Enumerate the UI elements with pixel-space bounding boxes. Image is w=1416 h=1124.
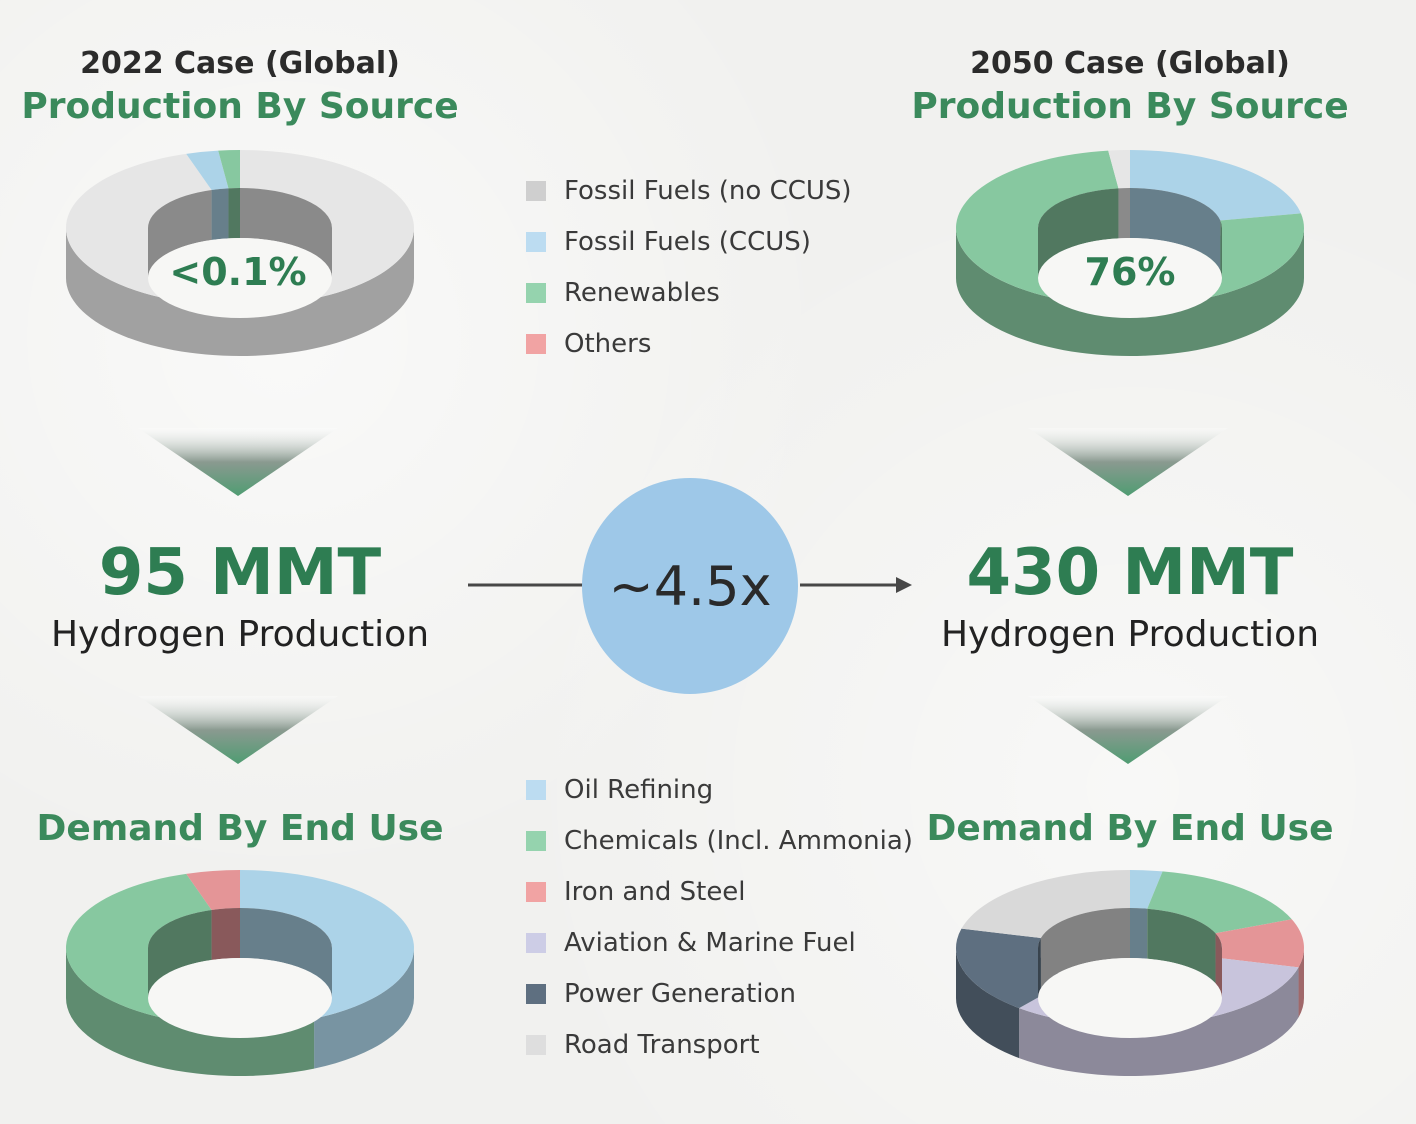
donut-chart-2050-demand <box>956 870 1304 1076</box>
legend-item-road-transport: Road Transport <box>526 1019 913 1070</box>
legend-item-chemicals: Chemicals (Incl. Ammonia) <box>526 815 913 866</box>
donut-inner-wall-iron-and-steel <box>211 908 240 960</box>
left-demand-title: Demand By End Use <box>36 808 444 849</box>
left-production-center-label: <0.1% <box>169 250 307 294</box>
donut-hole <box>148 238 332 318</box>
legend-label: Aviation & Marine Fuel <box>564 927 856 958</box>
donut-inner-wall-renewables <box>1220 220 1222 278</box>
legend-item-others: Others <box>526 318 852 369</box>
donut-inner-wall-chemicals-incl-ammonia- <box>148 909 212 998</box>
donut-hole <box>1038 958 1222 1038</box>
donut-slice-renewables <box>218 150 240 189</box>
right-demand-title: Demand By End Use <box>926 808 1334 849</box>
donut-slice-oil-refining <box>1130 870 1163 909</box>
donut-inner-wall-fossil-fuels-no-ccus- <box>1118 188 1130 239</box>
left-production-title: Production By Source <box>21 86 459 127</box>
donut-inner-wall-chemicals-incl-ammonia- <box>1147 908 1216 984</box>
donut-inner-wall-road-transport <box>1040 908 1130 989</box>
enduse-legend: Oil Refining Chemicals (Incl. Ammonia) I… <box>526 764 913 1070</box>
donut-inner-wall-renewables <box>1038 188 1119 278</box>
donut-slice-road-transport <box>961 870 1130 939</box>
donut-side-iron-and-steel <box>1298 948 1304 1018</box>
left-amount: 95 MMT <box>98 536 382 610</box>
source-legend: Fossil Fuels (no CCUS) Fossil Fuels (CCU… <box>526 165 852 369</box>
donut-slice-fossil-fuels-ccus- <box>1130 150 1301 221</box>
multiplier-circle: ~4.5x <box>582 478 798 694</box>
legend-item-aviation-marine: Aviation & Marine Fuel <box>526 917 913 968</box>
donut-chart-2022-production <box>65 150 414 356</box>
right-production-center-label: 76% <box>1084 250 1176 294</box>
legend-label: Oil Refining <box>564 774 714 805</box>
donut-side-chemicals-incl-ammonia- <box>66 948 315 1076</box>
donut-side-fossil-fuels-no-ccus- <box>66 228 414 356</box>
down-arrow-right-bottom <box>1028 696 1228 764</box>
down-arrow-right-top <box>1028 428 1228 496</box>
donut-inner-wall-fossil-fuels-no-ccus- <box>240 188 332 278</box>
legend-swatch <box>526 180 546 201</box>
right-case-title: 2050 Case (Global) <box>970 46 1290 81</box>
donut-chart-2050-production <box>956 150 1304 356</box>
donut-hole <box>1038 238 1222 318</box>
legend-label: Power Generation <box>564 978 796 1009</box>
donut-slice-fossil-fuels-ccus- <box>186 150 229 190</box>
right-amount-caption: Hydrogen Production <box>940 614 1320 655</box>
legend-swatch <box>526 1034 546 1055</box>
donut-side-aviation-marine-fuel <box>1019 967 1299 1076</box>
legend-swatch <box>526 282 546 303</box>
right-production-title: Production By Source <box>911 86 1349 127</box>
donut-inner-wall-renewables <box>228 188 240 239</box>
legend-swatch <box>526 830 546 851</box>
legend-label: Renewables <box>564 277 720 308</box>
legend-item-iron-steel: Iron and Steel <box>526 866 913 917</box>
donut-inner-wall-fossil-fuels-no-ccus- <box>148 189 212 278</box>
legend-item-power-generation: Power Generation <box>526 968 913 1019</box>
legend-swatch <box>526 779 546 800</box>
donut-inner-wall-oil-refining <box>240 908 332 998</box>
legend-label: Road Transport <box>564 1029 760 1060</box>
growth-arrow <box>468 577 912 593</box>
donut-side-oil-refining <box>314 948 414 1069</box>
left-case-title: 2022 Case (Global) <box>80 46 400 81</box>
donut-hole <box>148 958 332 1038</box>
legend-item-fossil-no-ccus: Fossil Fuels (no CCUS) <box>526 165 852 216</box>
left-amount-caption: Hydrogen Production <box>50 614 430 655</box>
legend-label: Fossil Fuels (CCUS) <box>564 226 811 257</box>
down-arrow-left-top <box>138 428 338 496</box>
donut-inner-wall-fossil-fuels-ccus- <box>211 188 229 240</box>
legend-label: Iron and Steel <box>564 876 746 907</box>
right-amount: 430 MMT <box>966 536 1294 610</box>
donut-slice-fossil-fuels-no-ccus- <box>1108 150 1130 189</box>
legend-swatch <box>526 932 546 953</box>
legend-item-oil-refining: Oil Refining <box>526 764 913 815</box>
multiplier-label: ~4.5x <box>608 554 772 618</box>
donut-side-power-generation <box>956 948 1020 1059</box>
legend-label: Chemicals (Incl. Ammonia) <box>564 825 913 856</box>
legend-swatch <box>526 881 546 902</box>
donut-inner-wall-oil-refining <box>1130 908 1148 959</box>
legend-item-fossil-ccus: Fossil Fuels (CCUS) <box>526 216 852 267</box>
donut-chart-2022-demand <box>66 870 414 1076</box>
donut-slice-chemicals-incl-ammonia- <box>1147 871 1292 934</box>
legend-label: Fossil Fuels (no CCUS) <box>564 175 852 206</box>
legend-swatch <box>526 333 546 354</box>
donut-slice-oil-refining <box>240 870 414 1019</box>
donut-slice-iron-and-steel <box>1215 919 1304 968</box>
donut-side-renewables <box>956 228 1304 356</box>
legend-swatch <box>526 231 546 252</box>
donut-slice-iron-and-steel <box>186 870 240 910</box>
donut-inner-wall-iron-and-steel <box>1215 933 1222 998</box>
legend-item-renewables: Renewables <box>526 267 852 318</box>
down-arrow-left-bottom <box>138 696 338 764</box>
legend-label: Others <box>564 328 652 359</box>
donut-inner-wall-power-generation <box>1038 938 1041 998</box>
donut-inner-wall-fossil-fuels-ccus- <box>1130 188 1221 271</box>
legend-swatch <box>526 983 546 1004</box>
